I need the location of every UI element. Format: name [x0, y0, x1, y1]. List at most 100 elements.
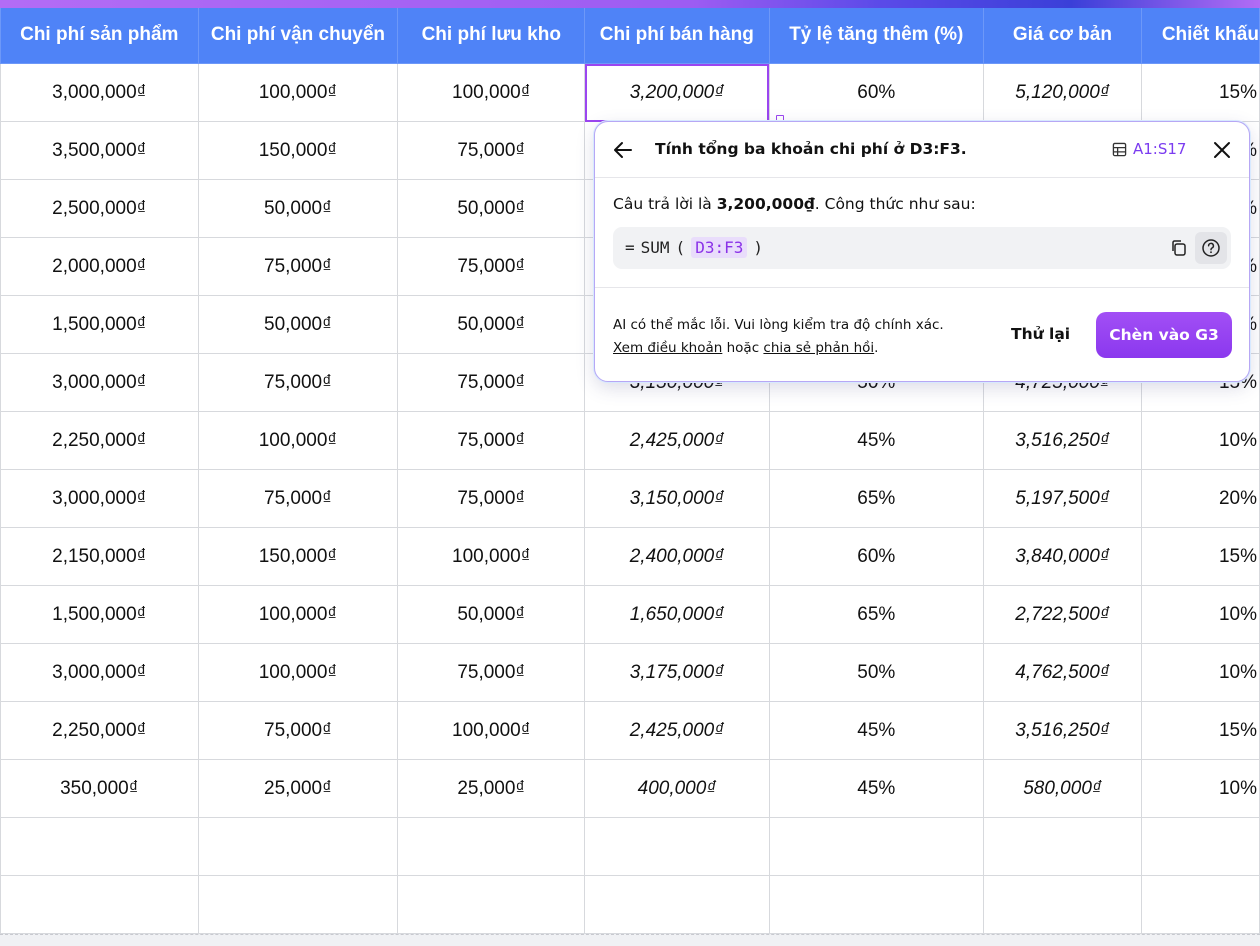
table-cell[interactable]: 2,500,000₫ [0, 179, 199, 238]
table-cell[interactable]: 50,000₫ [397, 585, 586, 644]
table-cell[interactable]: 100,000₫ [197, 643, 399, 702]
table-cell[interactable]: 45% [768, 759, 985, 818]
table-cell[interactable]: 150,000₫ [197, 121, 399, 180]
table-cell[interactable]: 10% [1140, 411, 1260, 470]
table-cell[interactable]: 3,000,000₫ [0, 353, 199, 412]
table-cell[interactable]: 1,650,000₫ [584, 585, 770, 644]
table-cell[interactable]: 100,000₫ [197, 411, 399, 470]
table-cell[interactable]: 3,175,000₫ [584, 643, 770, 702]
table-cell[interactable] [983, 817, 1142, 876]
table-cell[interactable]: 15% [1140, 701, 1260, 760]
column-header[interactable]: Tỷ lệ tăng thêm (%) [768, 6, 985, 64]
column-header[interactable]: Chi phí lưu kho [397, 6, 586, 64]
table-cell[interactable] [197, 875, 399, 934]
table-cell[interactable]: 2,250,000₫ [0, 411, 199, 470]
table-cell[interactable]: 3,516,250₫ [983, 701, 1142, 760]
table-cell[interactable]: 75,000₫ [397, 643, 586, 702]
back-button[interactable] [611, 138, 635, 162]
table-cell[interactable]: 60% [768, 63, 985, 122]
feedback-link[interactable]: chia sẻ phản hồi [763, 340, 875, 356]
table-cell[interactable]: 75,000₫ [397, 469, 586, 528]
table-cell[interactable]: 3,500,000₫ [0, 121, 199, 180]
column-header[interactable]: Chi phí bán hàng [584, 6, 770, 64]
table-cell[interactable]: 2,425,000₫ [584, 411, 770, 470]
table-cell[interactable]: 100,000₫ [397, 527, 586, 586]
table-cell[interactable] [768, 817, 985, 876]
table-cell[interactable]: 60% [768, 527, 985, 586]
table-cell[interactable] [397, 817, 586, 876]
table-cell[interactable]: 75,000₫ [197, 237, 399, 296]
table-cell[interactable]: 5,120,000₫ [983, 63, 1142, 122]
table-cell[interactable]: 75,000₫ [197, 353, 399, 412]
table-cell[interactable]: 2,400,000₫ [584, 527, 770, 586]
close-button[interactable] [1210, 138, 1234, 162]
table-cell[interactable]: 45% [768, 411, 985, 470]
table-cell[interactable]: 3,000,000₫ [0, 63, 199, 122]
column-header[interactable]: Chiết khấu [1140, 6, 1260, 64]
table-cell[interactable]: 580,000₫ [983, 759, 1142, 818]
table-cell[interactable]: 400,000₫ [584, 759, 770, 818]
table-cell[interactable]: 75,000₫ [397, 237, 586, 296]
table-cell[interactable]: 45% [768, 701, 985, 760]
table-cell[interactable]: 150,000₫ [197, 527, 399, 586]
table-cell[interactable]: 50% [768, 643, 985, 702]
table-cell[interactable]: 2,000,000₫ [0, 237, 199, 296]
table-cell[interactable]: 65% [768, 469, 985, 528]
table-cell[interactable]: 100,000₫ [197, 63, 399, 122]
table-cell[interactable] [584, 817, 770, 876]
table-cell[interactable] [1140, 817, 1260, 876]
table-cell[interactable]: 50,000₫ [197, 179, 399, 238]
table-cell[interactable]: 50,000₫ [197, 295, 399, 354]
table-cell[interactable]: 2,722,500₫ [983, 585, 1142, 644]
retry-button[interactable]: Thử lại [1011, 325, 1071, 343]
table-cell[interactable]: 1,500,000₫ [0, 295, 199, 354]
table-cell[interactable]: 4,762,500₫ [983, 643, 1142, 702]
column-header[interactable]: Chi phí sản phẩm [0, 6, 199, 64]
table-cell[interactable]: 75,000₫ [197, 701, 399, 760]
column-header[interactable]: Giá cơ bản [983, 6, 1142, 64]
table-cell[interactable]: 25,000₫ [197, 759, 399, 818]
table-cell[interactable]: 3,000,000₫ [0, 469, 199, 528]
table-cell[interactable]: 75,000₫ [397, 411, 586, 470]
table-cell[interactable]: 3,150,000₫ [584, 469, 770, 528]
table-cell[interactable] [0, 875, 199, 934]
table-cell[interactable]: 10% [1140, 585, 1260, 644]
table-cell[interactable]: 25,000₫ [397, 759, 586, 818]
range-chip[interactable]: A1:S17 [1112, 140, 1186, 158]
table-cell[interactable]: 3,000,000₫ [0, 643, 199, 702]
copy-button[interactable] [1168, 237, 1190, 259]
table-cell[interactable]: 50,000₫ [397, 179, 586, 238]
table-cell[interactable]: 10% [1140, 759, 1260, 818]
table-cell[interactable]: 1,500,000₫ [0, 585, 199, 644]
table-cell[interactable]: 75,000₫ [397, 121, 586, 180]
table-cell[interactable]: 15% [1140, 63, 1260, 122]
column-header[interactable]: Chi phí vận chuyển [197, 6, 399, 64]
table-cell[interactable]: 100,000₫ [397, 63, 586, 122]
table-cell[interactable]: 50,000₫ [397, 295, 586, 354]
table-cell[interactable]: 5,197,500₫ [983, 469, 1142, 528]
table-cell[interactable] [397, 875, 586, 934]
table-cell[interactable]: 15% [1140, 527, 1260, 586]
table-cell[interactable]: 75,000₫ [397, 353, 586, 412]
table-cell[interactable] [768, 875, 985, 934]
table-cell[interactable]: 3,200,000₫ [584, 63, 770, 122]
table-cell[interactable] [983, 875, 1142, 934]
help-button[interactable] [1195, 232, 1227, 264]
table-cell[interactable]: 100,000₫ [197, 585, 399, 644]
table-cell[interactable]: 3,840,000₫ [983, 527, 1142, 586]
table-cell[interactable] [1140, 875, 1260, 934]
insert-button[interactable]: Chèn vào G3 [1096, 312, 1232, 358]
table-cell[interactable]: 2,425,000₫ [584, 701, 770, 760]
table-cell[interactable]: 10% [1140, 643, 1260, 702]
table-cell[interactable]: 65% [768, 585, 985, 644]
table-cell[interactable]: 100,000₫ [397, 701, 586, 760]
terms-link[interactable]: Xem điều khoản [613, 340, 723, 356]
table-cell[interactable]: 2,150,000₫ [0, 527, 199, 586]
table-cell[interactable]: 75,000₫ [197, 469, 399, 528]
table-cell[interactable] [197, 817, 399, 876]
table-cell[interactable]: 3,516,250₫ [983, 411, 1142, 470]
table-cell[interactable] [0, 817, 199, 876]
table-cell[interactable]: 350,000₫ [0, 759, 199, 818]
table-cell[interactable]: 2,250,000₫ [0, 701, 199, 760]
table-cell[interactable] [584, 875, 770, 934]
